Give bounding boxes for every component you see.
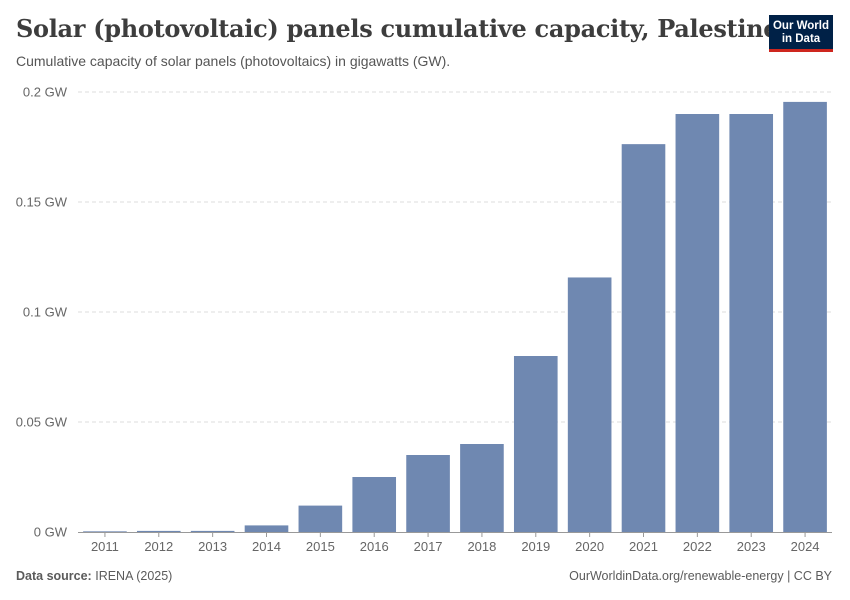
bar-2017[interactable] [406,455,450,532]
bars [83,101,827,533]
y-tick-label: 0 GW [34,525,68,540]
x-tick-label: 2012 [144,539,173,554]
x-tick-label: 2013 [198,539,227,554]
footer-credit[interactable]: OurWorldinData.org/renewable-energy | CC… [569,569,832,583]
chart-subtitle: Cumulative capacity of solar panels (pho… [16,53,451,69]
logo-line-1: Our World [772,20,829,32]
bar-2011[interactable] [83,531,127,532]
bar-2021[interactable] [621,144,666,532]
x-tick-label: 2021 [629,539,658,554]
bar-2014[interactable] [244,525,289,532]
x-tick-label: 2016 [360,539,389,554]
x-tick-label: 2023 [737,539,766,554]
bar-2013[interactable] [190,530,235,532]
bar-2020[interactable] [567,277,612,532]
x-tick-label: 2017 [414,539,443,554]
bar-2018[interactable] [460,444,504,532]
axes: 0 GW 0.05 GW 0.1 GW 0.15 GW 0.2 GW 2011 2012 20… [16,85,832,554]
x-tick-label: 2011 [91,539,119,554]
y-tick-label: 0.2 GW [23,85,68,100]
data-source-value[interactable]: IRENA (2025) [95,569,173,583]
x-tick-label: 2014 [252,539,281,554]
logo-line-2: in Data [781,33,821,45]
x-tick-label: 2015 [306,539,335,554]
y-tick-label: 0.1 GW [23,305,68,320]
x-tick-label: 2019 [521,539,550,554]
bar-2019[interactable] [513,356,558,532]
bar-2015[interactable] [298,505,343,532]
x-tick-label: 2024 [791,539,820,554]
bar-2016[interactable] [352,477,397,532]
bar-2022[interactable] [675,114,720,532]
y-tick-label: 0.05 GW [16,415,68,430]
data-source-label: Data source: [16,569,92,583]
x-tick-label: 2022 [683,539,712,554]
bar-2024[interactable] [783,101,827,533]
y-tick-label: 0.15 GW [16,195,68,210]
bar-2012[interactable] [136,530,181,532]
x-tick-label: 2018 [467,539,496,554]
x-tick-label: 2020 [575,539,604,554]
chart-title: Solar (photovoltaic) panels cumulative c… [16,14,779,43]
owid-logo[interactable]: Our World in Data [769,15,833,52]
bar-2023[interactable] [729,114,774,532]
data-source: Data source: IRENA (2025) [16,569,172,583]
